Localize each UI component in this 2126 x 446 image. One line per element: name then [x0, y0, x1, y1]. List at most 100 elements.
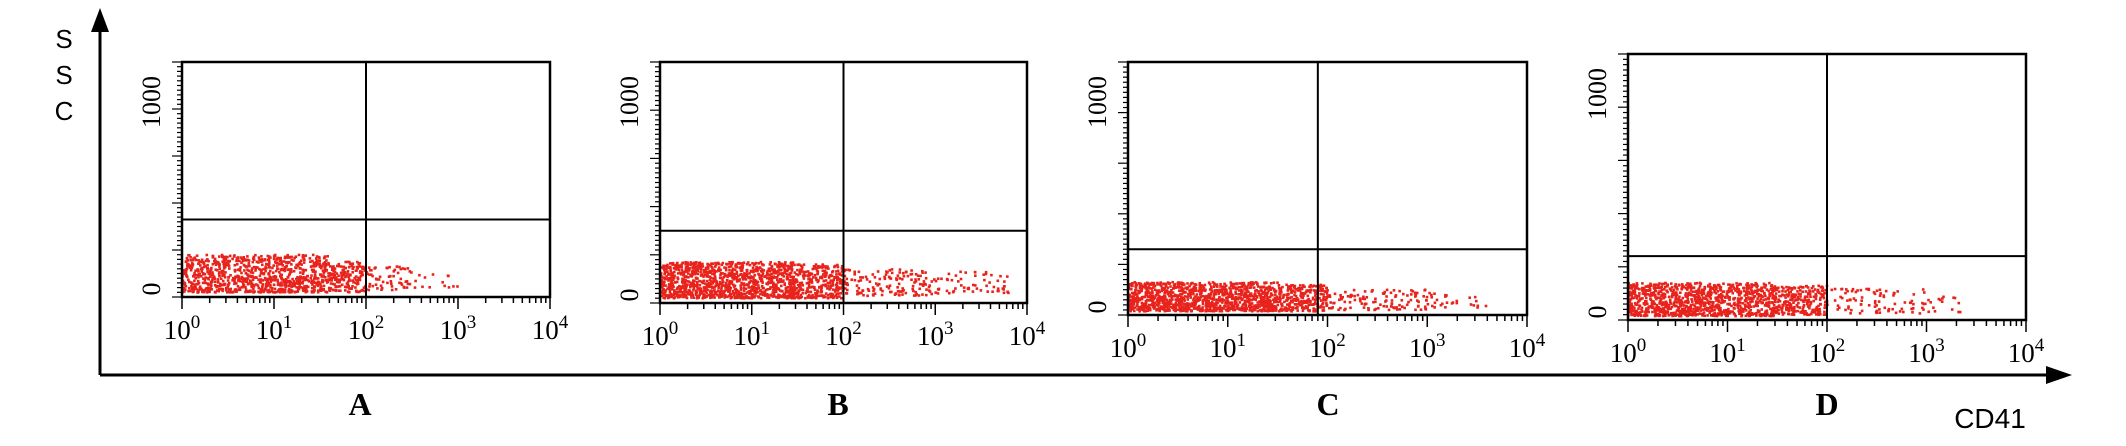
panel-b-dot	[799, 281, 802, 285]
panel-b-dot	[914, 280, 918, 283]
panel-c-dot	[1424, 308, 1428, 311]
panel-c-dot	[1346, 295, 1350, 298]
panel-c-dot	[1130, 295, 1133, 299]
panel-b-dot	[836, 281, 839, 285]
panel-c-dot	[1242, 306, 1245, 310]
panel-b-dot	[664, 284, 667, 287]
panel-c-dot	[1403, 306, 1406, 310]
panel-b-dot	[815, 269, 819, 272]
panel-a-dot	[275, 264, 279, 267]
panel-d-dot	[1672, 301, 1676, 305]
panel-c-dot	[1213, 291, 1217, 294]
panel-a-dot	[210, 284, 213, 287]
panel-b-dot	[662, 288, 665, 291]
panel-b-x-tick-label: 102	[825, 318, 862, 351]
panel-a-dot	[280, 276, 283, 280]
panel-b-dot	[864, 275, 868, 279]
panel-a-dot	[290, 285, 293, 288]
panel-b-dot	[728, 288, 732, 292]
panel-a-dot	[301, 288, 305, 291]
panel-a-dot	[237, 288, 240, 292]
panel-b-dot	[710, 269, 714, 272]
panel-a-dot	[390, 282, 393, 286]
panel-b-dot	[754, 294, 757, 297]
panel-b-dot	[685, 293, 688, 297]
panel-d-dot	[1743, 307, 1747, 311]
panel-c-dot	[1151, 300, 1155, 303]
panel-a-dot	[399, 267, 403, 271]
panel-b-dot	[745, 294, 748, 298]
panel-c-dot	[1476, 306, 1479, 309]
panel-b-dot	[670, 278, 674, 282]
panel-a-dot	[208, 272, 212, 276]
panel-b-dot	[714, 265, 717, 268]
panel-d-dot	[1736, 302, 1739, 306]
panel-c-dot	[1168, 282, 1172, 285]
panel-a-y-tick-label-1000: 1000	[137, 76, 166, 128]
overall-y-axis-arrowhead	[91, 8, 109, 32]
panel-b-dot	[765, 276, 769, 280]
panel-b-dot	[690, 291, 694, 295]
panel-a-dot	[283, 290, 286, 293]
panel-a-dot	[267, 263, 271, 266]
panel-b-dot	[672, 296, 676, 300]
panel-c-dot	[1159, 305, 1163, 308]
panel-b-dot	[700, 289, 703, 293]
panel-b-dot	[800, 281, 804, 285]
panel-b-dot	[666, 266, 670, 269]
panel-c-dot	[1312, 289, 1316, 292]
panel-c-dot	[1254, 297, 1257, 301]
panel-a-dot	[328, 273, 332, 277]
panel-c-dot	[1349, 295, 1352, 299]
panel-c-dot	[1400, 299, 1404, 302]
panel-d-dot	[1732, 298, 1735, 301]
panel-c-dot	[1278, 295, 1282, 299]
panel-c-dot	[1365, 296, 1369, 299]
panel-a-dot	[275, 258, 279, 261]
panel-b-dot	[677, 293, 680, 297]
panel-b-dot	[871, 293, 875, 296]
panel-b-dot	[914, 278, 917, 281]
panel-b-dot	[662, 267, 666, 270]
panel-b-dot	[898, 271, 901, 274]
panel-b-dot	[673, 290, 676, 294]
panel-a-dot	[288, 290, 292, 294]
panel-a-dot	[195, 283, 198, 286]
panel-c-dot	[1182, 296, 1185, 299]
panel-c-dot	[1237, 289, 1241, 292]
panel-a-dot	[290, 270, 293, 274]
panel-a-dot	[414, 279, 417, 283]
panel-a-dot	[221, 279, 225, 283]
panel-a-dot	[218, 255, 221, 258]
panel-a-dot	[215, 262, 218, 265]
panel-c-dot	[1278, 291, 1282, 294]
panel-c-dot	[1133, 293, 1137, 296]
panel-a-dot	[413, 286, 417, 289]
panel-c-dot	[1243, 284, 1246, 287]
panel-c-dot	[1220, 288, 1224, 291]
panel-b-dot	[743, 274, 747, 278]
panel-a-dot	[218, 273, 221, 277]
panel-b-dot	[751, 286, 755, 289]
panel-a-dot	[211, 276, 215, 280]
panel-d-dot	[1731, 291, 1735, 295]
panel-b-dot	[873, 276, 877, 279]
panel-b-dot	[831, 282, 834, 286]
panel-c-dot	[1390, 302, 1394, 305]
panel-b-dot	[795, 287, 799, 290]
panel-c-dot	[1160, 296, 1163, 299]
panel-d-dot	[1679, 298, 1683, 302]
panel-b-dot	[785, 275, 789, 278]
panel-b-dot	[729, 282, 733, 285]
panel-c-dot	[1152, 305, 1155, 309]
panel-b-dot	[811, 267, 815, 271]
panel-a-dot	[331, 273, 334, 276]
panel-c-dot	[1248, 298, 1251, 301]
panel-d-dot	[1653, 287, 1656, 290]
panel-c-dot	[1224, 302, 1227, 305]
panel-a-dot	[351, 271, 354, 274]
panel-b-dot	[706, 288, 709, 292]
panel-d-dot	[1637, 311, 1640, 315]
panel-b-dot	[719, 271, 723, 275]
panel-b-dot	[733, 284, 737, 288]
